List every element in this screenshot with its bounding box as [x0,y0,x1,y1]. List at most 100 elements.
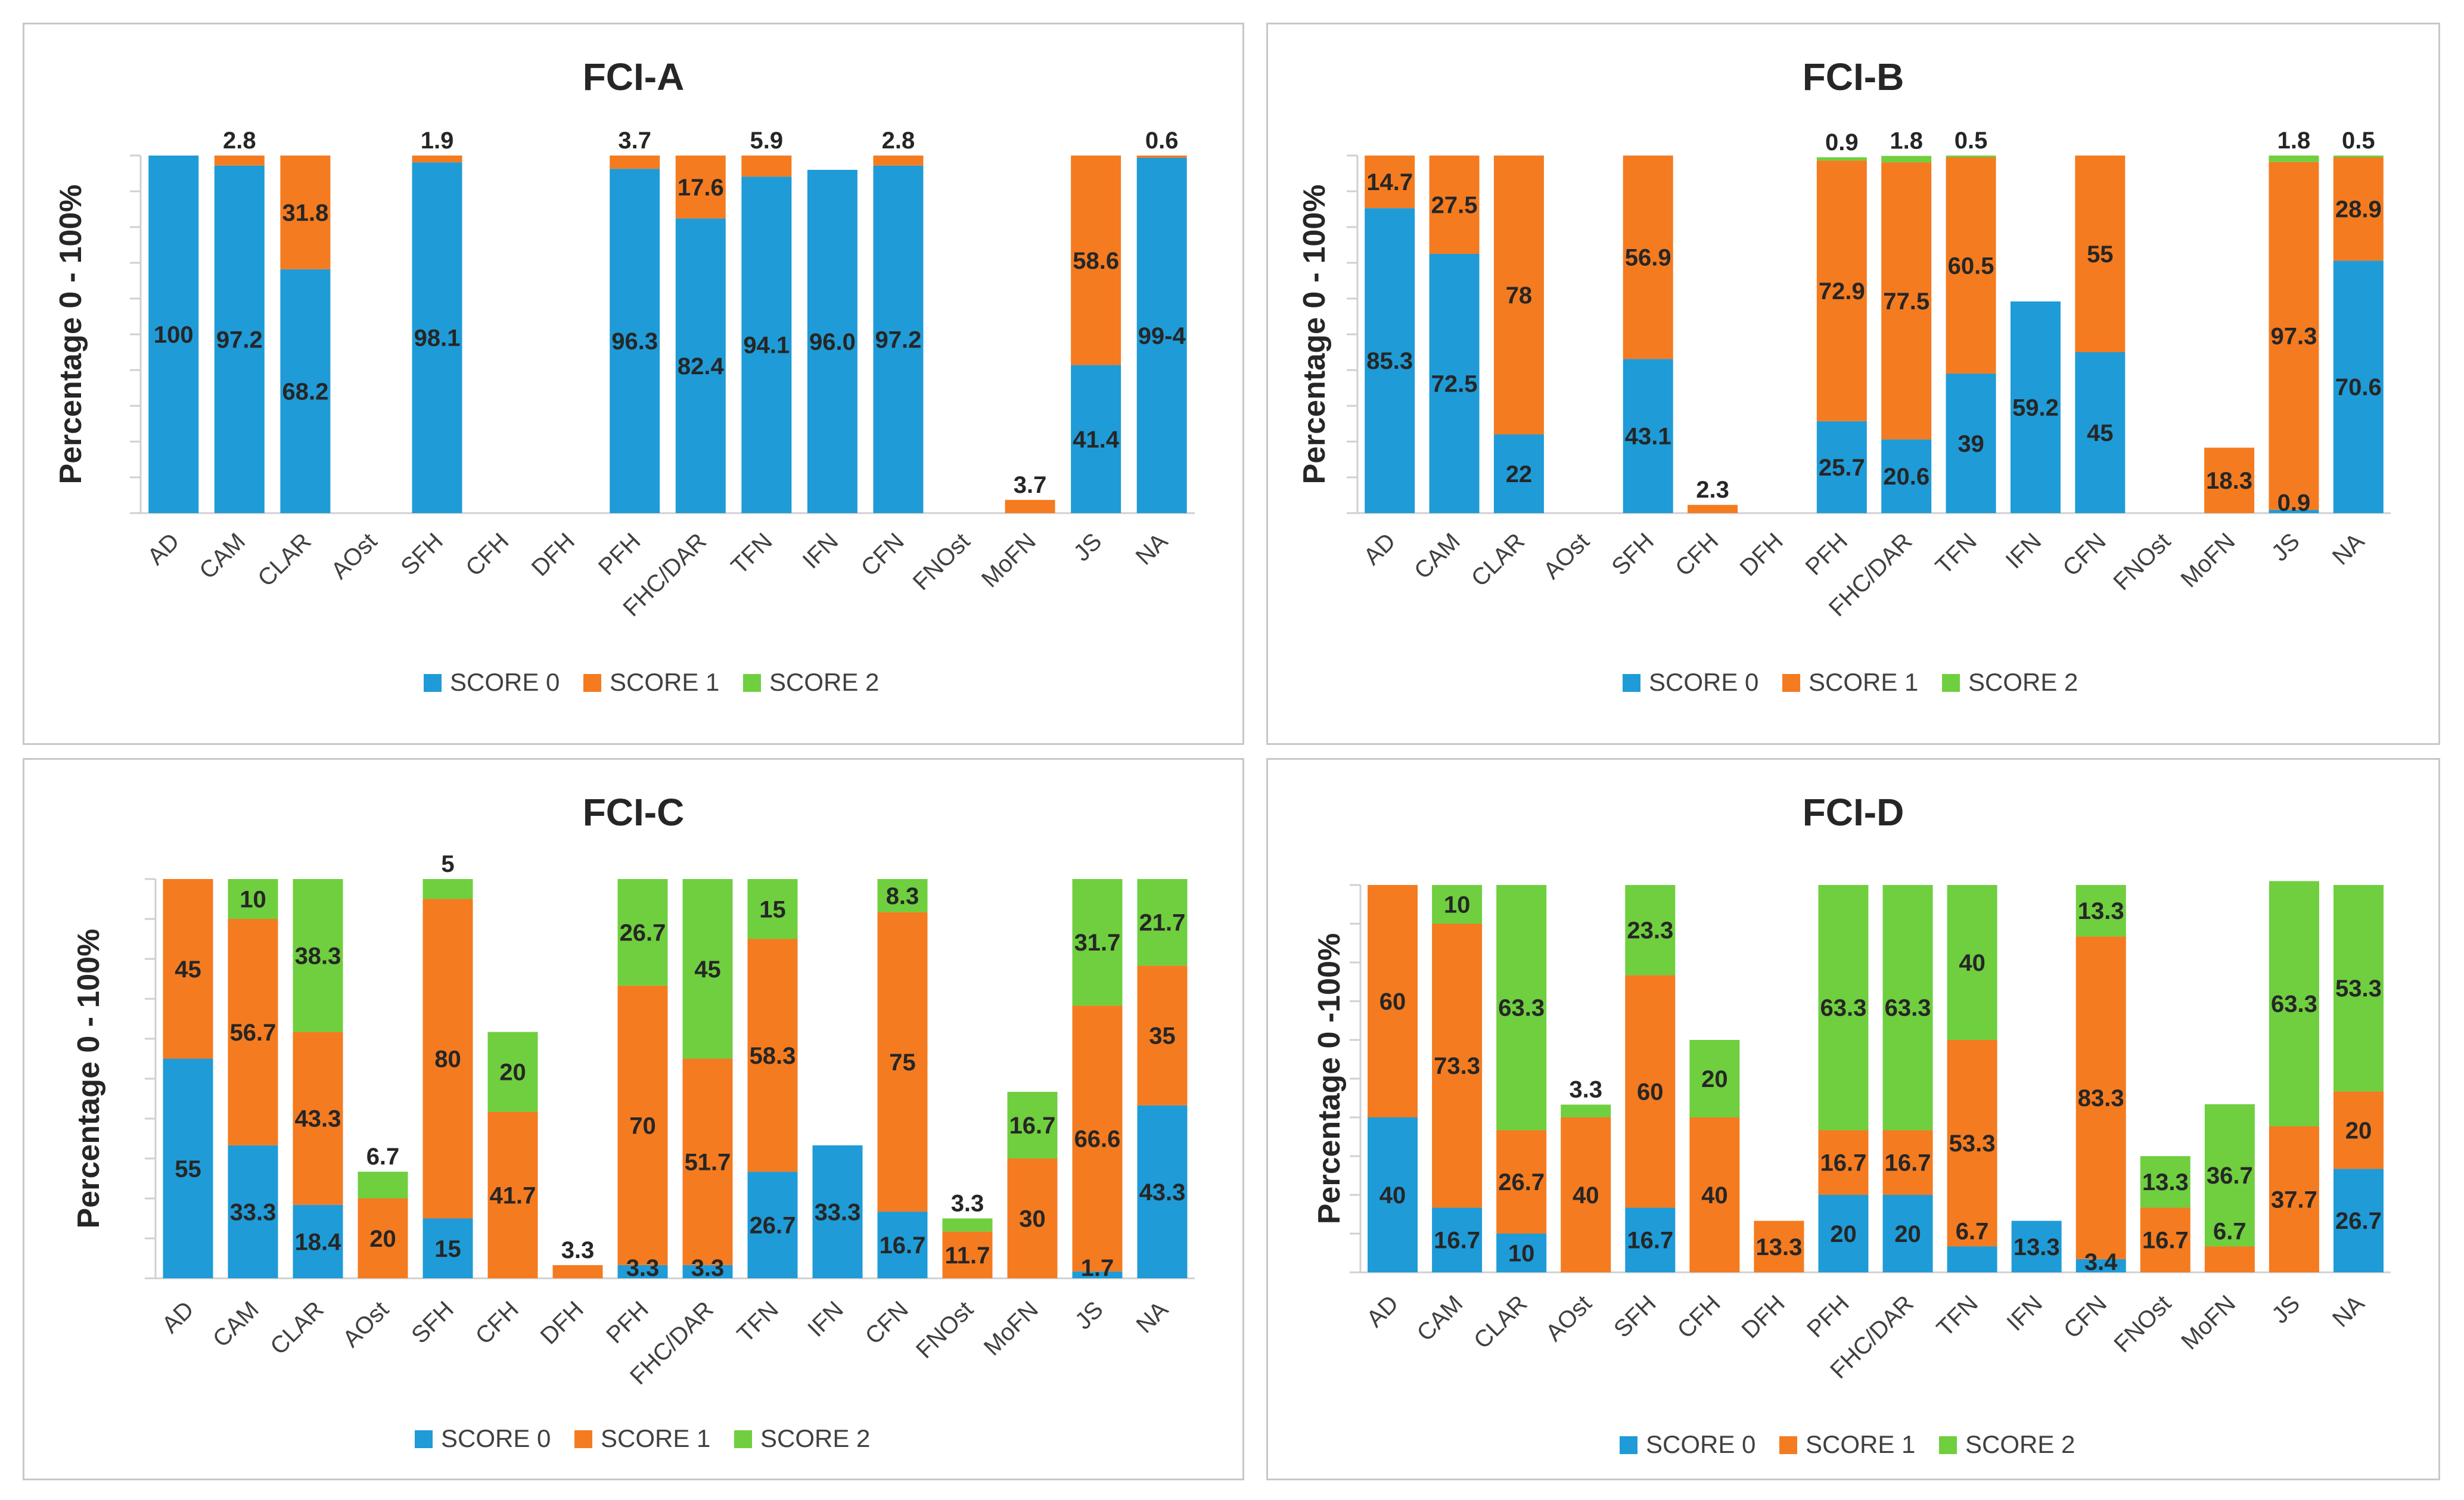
data-label-tfn-score-1: 5.9 [750,128,784,154]
bar-cfn-score-1 [2075,936,2126,1259]
x-tick-label: TFN [726,528,778,579]
data-label-tfn-score-1: 60.5 [1948,253,1994,279]
data-label-fhc-dar-score-2: 45 [694,956,721,983]
data-label-cfn-score-0: 3.4 [2084,1249,2118,1275]
bar-tfn-score-1 [1947,1040,1997,1247]
data-label-mofn-score-1: 3.7 [1014,472,1047,498]
x-tick-label: CLAR [1466,528,1530,592]
x-tick-label: JS [1070,1296,1108,1334]
data-label-sfh-score-0: 16.7 [1627,1228,1673,1254]
bar-fhc-dar-score-1 [1882,1130,1933,1195]
x-tick-label: TFN [732,1296,784,1347]
data-label-pfh-score-2: 26.7 [620,920,666,946]
bar-sfh-score-1 [1623,156,1673,359]
bar-cam-score-1 [214,156,265,166]
bar-js-score-1 [1071,156,1121,365]
data-label-fhc-dar-score-1: 17.6 [678,175,724,201]
bar-cfh-score-1 [1689,1117,1740,1272]
x-tick-label: TFN [1931,528,1982,579]
data-label-cam-score-0: 33.3 [230,1199,276,1225]
data-label-na-score-0: 43.3 [1139,1179,1186,1206]
bar-sfh-score-0 [1625,1207,1676,1272]
data-label-fhc-dar-score-0: 3.3 [691,1255,725,1281]
legend-swatch-score-2 [1942,674,1960,692]
x-tick-label: CFH [471,1296,524,1349]
data-label-tfn-score-0: 26.7 [750,1213,796,1239]
x-tick-label: FNOst [908,528,975,595]
bar-cam-score-1 [228,919,278,1145]
data-label-fhc-dar-score-2: 63.3 [1885,995,1931,1021]
x-tick-label: NA [2328,528,2370,570]
data-label-tfn-score-2: 0.5 [1955,128,1988,154]
x-tick-label: NA [2328,1290,2370,1333]
data-label-clar-score-0: 18.4 [295,1229,342,1255]
data-label-clar-score-2: 63.3 [1498,995,1545,1021]
data-label-na-score-1: 0.6 [1145,128,1179,154]
data-label-tfn-score-0: 39 [1957,431,1984,457]
x-tick-label: CAM [1412,1290,1468,1346]
bar-dfh-score-1 [1754,1221,1804,1272]
bar-sfh-score-0 [422,1218,473,1278]
x-tick-label: CAM [208,1296,264,1352]
x-tick-label: IFN [798,528,844,574]
data-label-fhc-dar-score-1: 16.7 [1885,1150,1931,1176]
bar-cam-score-2 [228,879,278,919]
data-label-fnost-score-2: 13.3 [2142,1169,2189,1195]
bar-ad-score-1 [1368,885,1418,1117]
data-label-cfn-score-1: 2.8 [882,128,915,154]
data-label-na-score-2: 0.5 [2342,128,2375,154]
data-label-tfn-score-0: 6.7 [1956,1218,1989,1244]
bar-fhc-dar-score-0 [1882,1195,1933,1272]
bar-clar-score-0 [1496,1234,1547,1272]
data-label-pfh-score-1: 70 [629,1113,656,1139]
x-tick-label: MoFN [2176,528,2240,592]
bar-na-score-0 [2333,260,2384,513]
data-label-fhc-dar-score-0: 82.4 [678,353,725,380]
data-label-tfn-score-2: 15 [759,896,786,923]
x-tick-label: JS [2267,1290,2305,1328]
bar-mofn-score-1 [2204,1246,2255,1272]
legend-label-score-1: SCORE 1 [601,1424,710,1452]
bar-fnost-score-2 [942,1218,993,1232]
bar-ad-score-0 [1368,1117,1418,1272]
bar-mofn-score-1 [2204,448,2255,513]
bar-aost-score-2 [1561,1104,1611,1117]
data-label-cfn-score-1: 83.3 [2078,1085,2124,1111]
x-tick-label: AOst [1541,1290,1597,1346]
bar-cfh-score-2 [1689,1040,1740,1117]
bar-sfh-score-0 [1623,359,1673,513]
legend-label-score-2: SCORE 2 [769,668,879,696]
data-label-na-score-0: 26.7 [2335,1208,2382,1234]
bar-js-score-0 [1072,1271,1123,1278]
data-label-aost-score-1: 40 [1573,1182,1599,1209]
bar-js-score-2 [2269,156,2319,162]
chart-panel-fci-a: FCI-A Percentage 0 - 100% 100 AD 97.2 2.8 CAM 6… [23,23,1244,745]
bar-fhc-dar-score-0 [675,218,726,513]
legend-swatch-score-0 [415,1430,433,1448]
data-label-js-score-1: 37.7 [2271,1187,2317,1213]
bar-fhc-dar-score-0 [1881,439,1932,513]
bar-ad-score-1 [1365,156,1415,209]
y-axis-label: Percentage 0 - 100% [54,185,88,485]
data-label-dfh-score-1: 13.3 [1755,1234,1802,1260]
legend-swatch-score-1 [574,1430,592,1448]
data-label-pfh-score-2: 0.9 [1825,129,1859,156]
data-label-sfh-score-2: 5 [441,851,454,877]
bar-fnost-score-1 [942,1231,993,1278]
x-tick-label: CLAR [1469,1290,1533,1354]
bar-cfh-score-2 [487,1032,538,1112]
data-label-cam-score-1: 73.3 [1434,1053,1480,1079]
x-tick-label: CAM [1409,528,1465,584]
bar-tfn-score-2 [747,879,798,939]
data-label-cam-score-1: 27.5 [1431,192,1478,219]
data-label-js-score-0: 0.9 [2277,490,2311,516]
data-label-tfn-score-2: 40 [1959,950,1986,976]
x-tick-label: CFN [860,1296,913,1349]
data-label-pfh-score-0: 25.7 [1819,455,1865,481]
x-tick-label: DFH [527,528,580,581]
y-axis-label: Percentage 0 - 100% [72,929,106,1229]
data-label-js-score-1: 66.6 [1074,1126,1121,1153]
bar-tfn-score-0 [1947,1246,1997,1272]
legend-label-score-2: SCORE 2 [1968,668,2078,696]
data-label-pfh-score-0: 3.3 [626,1255,660,1281]
